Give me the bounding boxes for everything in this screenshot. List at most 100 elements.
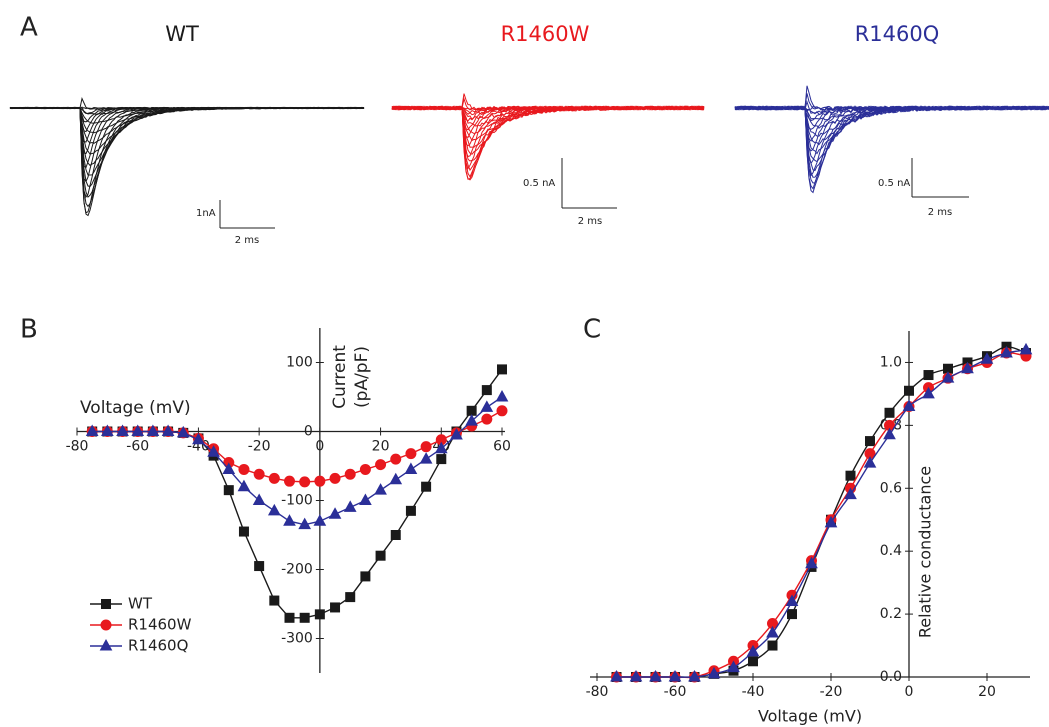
y-tick-label: -300 xyxy=(281,631,313,647)
marker xyxy=(99,638,113,651)
marker xyxy=(131,424,145,436)
trace-family xyxy=(391,93,705,181)
current-trace xyxy=(9,106,365,183)
current-trace xyxy=(391,93,705,111)
marker xyxy=(329,472,341,484)
current-trace xyxy=(734,105,1049,155)
x-tick-label: -80 xyxy=(66,439,89,455)
marker xyxy=(405,505,416,516)
current-trace xyxy=(734,105,1049,190)
marker xyxy=(1019,342,1033,355)
marker xyxy=(330,602,341,613)
marker xyxy=(419,452,433,464)
marker xyxy=(884,407,895,418)
marker xyxy=(283,514,296,526)
marker xyxy=(268,472,280,484)
current-trace xyxy=(391,105,705,148)
marker xyxy=(299,476,311,488)
marker xyxy=(389,472,403,485)
marker xyxy=(207,445,220,457)
marker xyxy=(254,561,265,572)
x-tick-label: 20 xyxy=(978,684,996,700)
marker xyxy=(1000,345,1013,358)
legend-label: WT xyxy=(128,595,153,613)
scale-label: 0.5 nA xyxy=(878,178,910,189)
marker xyxy=(465,414,478,426)
marker xyxy=(390,453,402,465)
marker xyxy=(961,361,974,374)
marker xyxy=(450,427,463,440)
current-trace xyxy=(9,106,365,208)
trace-family xyxy=(9,97,365,217)
marker xyxy=(727,660,740,673)
marker xyxy=(629,669,643,682)
marker xyxy=(865,436,875,447)
trace-family xyxy=(734,85,1049,194)
marker xyxy=(481,413,493,425)
marker xyxy=(746,644,760,657)
panel-label: A xyxy=(20,13,38,43)
marker xyxy=(238,463,250,475)
marker xyxy=(176,425,190,438)
y-tick-label: 0 xyxy=(304,424,313,440)
marker xyxy=(284,475,295,487)
marker xyxy=(101,599,111,609)
marker xyxy=(100,619,112,631)
marker xyxy=(161,424,175,436)
marker xyxy=(298,517,312,530)
marker xyxy=(610,669,623,682)
marker xyxy=(314,475,326,487)
marker xyxy=(496,405,508,417)
current-trace xyxy=(391,105,705,162)
marker xyxy=(344,468,356,480)
current-trace xyxy=(734,85,1049,111)
marker xyxy=(359,463,371,475)
marker xyxy=(649,669,662,682)
current-trace xyxy=(9,106,365,217)
marker xyxy=(436,454,447,465)
x-axis-label: Voltage (mV) xyxy=(80,398,191,418)
marker xyxy=(237,479,251,492)
x-tick-label: -80 xyxy=(586,684,609,700)
panel-label: C xyxy=(583,315,601,345)
marker xyxy=(101,424,114,436)
marker xyxy=(497,364,507,375)
trace-title: R1460W xyxy=(501,22,590,46)
marker xyxy=(343,500,357,512)
legend-label: R1460W xyxy=(128,616,192,634)
marker xyxy=(844,487,857,500)
marker xyxy=(845,470,856,481)
current-trace xyxy=(9,106,365,176)
scale-label: 2 ms xyxy=(578,216,603,227)
current-trace xyxy=(391,105,705,172)
marker xyxy=(374,483,387,495)
marker xyxy=(421,481,432,492)
y-axis-label: Current xyxy=(330,345,350,409)
y-tick-label: -200 xyxy=(281,562,313,578)
marker xyxy=(480,400,494,412)
current-trace xyxy=(734,105,1049,178)
current-trace xyxy=(9,106,365,155)
y-axis-label: (pA/pF) xyxy=(352,346,372,408)
current-trace xyxy=(391,105,705,155)
marker xyxy=(748,656,758,667)
current-trace xyxy=(9,106,365,133)
current-trace xyxy=(9,106,364,143)
marker xyxy=(767,640,778,651)
trace-title: R1460Q xyxy=(855,22,940,46)
marker xyxy=(269,595,280,606)
marker xyxy=(192,432,205,445)
marker xyxy=(314,609,325,620)
y-tick-label: 1.0 xyxy=(880,354,902,370)
marker xyxy=(405,448,417,460)
current-trace xyxy=(9,106,365,187)
x-tick-label: -20 xyxy=(820,684,843,700)
marker xyxy=(267,503,281,516)
marker xyxy=(787,609,797,620)
marker xyxy=(328,507,342,519)
marker xyxy=(466,405,477,416)
marker xyxy=(805,556,818,569)
x-tick-label: -60 xyxy=(126,439,149,455)
series-line xyxy=(92,396,503,526)
